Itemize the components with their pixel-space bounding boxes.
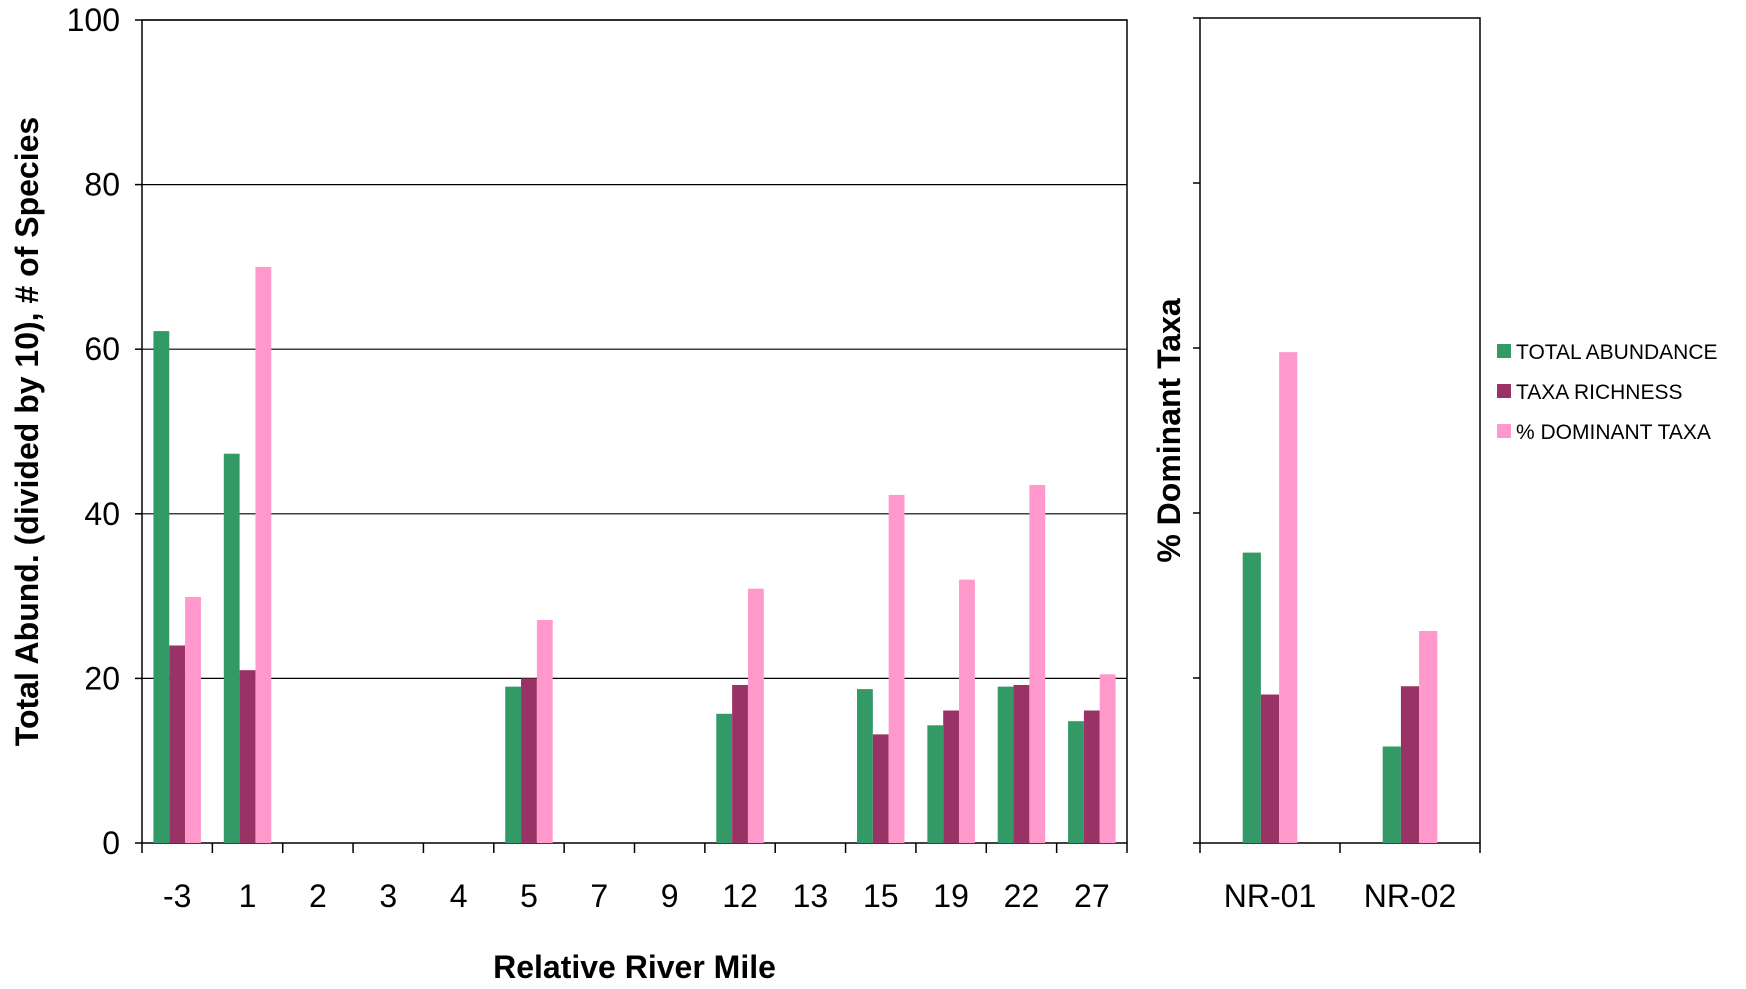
bar <box>1068 721 1084 843</box>
plot-area-frame <box>141 19 1128 844</box>
bar <box>927 725 944 843</box>
bar <box>888 494 905 843</box>
bar <box>1013 684 1030 843</box>
legend: TOTAL ABUNDANCE TAXA RICHNESS % DOMINANT T… <box>1497 341 1718 444</box>
legend-label: % DOMINANT TAXA <box>1516 421 1711 444</box>
bar <box>1029 484 1046 843</box>
bar <box>1382 746 1401 843</box>
y-tick-label: 100 <box>67 2 120 38</box>
side-panel: NR-01 NR-02 % Dominant Taxa <box>1151 17 1481 914</box>
bar <box>857 689 873 843</box>
y-tick-label: 60 <box>84 331 120 367</box>
bar <box>239 670 256 843</box>
bar <box>1242 552 1261 843</box>
x-tick-label: 2 <box>309 878 327 914</box>
bar <box>872 734 889 843</box>
y-tick-label: 80 <box>84 167 120 203</box>
x-tick-label: 13 <box>793 878 829 914</box>
bar <box>521 678 537 843</box>
y-axis-title: % Dominant Taxa <box>1151 298 1187 563</box>
bar <box>1083 710 1100 843</box>
x-tick-label: 22 <box>1004 878 1040 914</box>
x-tick-label: 7 <box>590 878 608 914</box>
bar <box>943 710 960 843</box>
bar <box>1260 694 1280 843</box>
plot-area-frame <box>1199 17 1481 844</box>
legend-swatch <box>1497 344 1511 358</box>
x-tick-label: 5 <box>520 878 538 914</box>
bar <box>169 645 186 843</box>
x-tick-label: 1 <box>239 878 257 914</box>
legend-swatch <box>1497 424 1511 438</box>
bar <box>185 596 201 843</box>
x-tick-label: 15 <box>863 878 899 914</box>
bar <box>1400 686 1420 843</box>
bar <box>223 453 240 843</box>
x-tick-label: -3 <box>163 878 191 914</box>
bar <box>716 713 733 843</box>
bar <box>1099 674 1116 843</box>
x-tick-label: 12 <box>722 878 758 914</box>
y-tick-label: 40 <box>84 496 120 532</box>
bar <box>959 579 975 843</box>
bar <box>1279 352 1298 843</box>
bar <box>747 588 764 843</box>
bar <box>505 686 522 843</box>
legend-label: TOTAL ABUNDANCE <box>1516 341 1718 364</box>
x-tick-label: 9 <box>661 878 679 914</box>
bar <box>1419 630 1438 843</box>
x-tick-label: 27 <box>1074 878 1110 914</box>
bar <box>997 686 1014 843</box>
x-tick-label: NR-01 <box>1224 878 1316 914</box>
x-axis-title: Relative River Mile <box>493 949 776 984</box>
y-tick-label: 20 <box>84 660 120 696</box>
x-tick-label: 4 <box>450 878 468 914</box>
bar <box>732 684 748 843</box>
legend-swatch <box>1497 384 1511 398</box>
x-tick-label: 19 <box>933 878 969 914</box>
bar <box>255 266 272 843</box>
x-tick-label: NR-02 <box>1364 878 1456 914</box>
y-axis-title: Total Abund. (divided by 10), # of Speci… <box>9 117 45 746</box>
bar <box>153 331 170 843</box>
y-tick-label: 0 <box>102 825 120 861</box>
legend-label: TAXA RICHNESS <box>1516 381 1682 404</box>
x-tick-label: 3 <box>379 878 397 914</box>
bar <box>536 619 553 843</box>
